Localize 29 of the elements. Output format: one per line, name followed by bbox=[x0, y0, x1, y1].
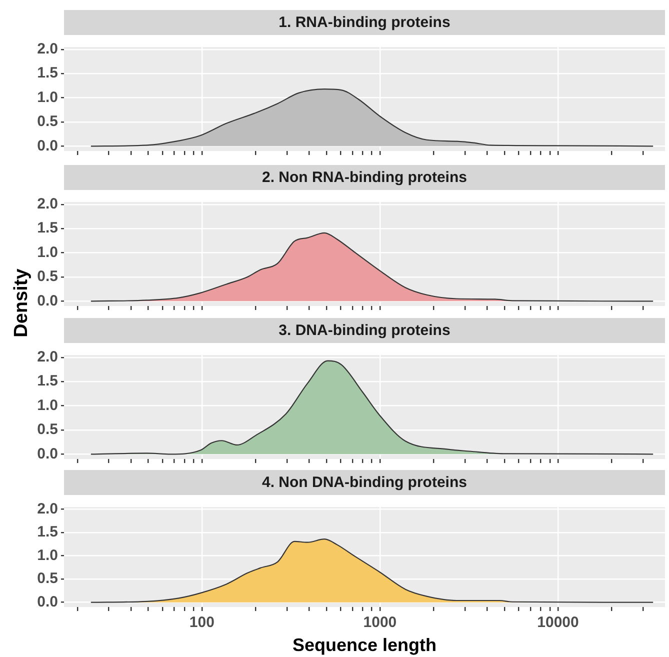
x-axis-title: Sequence length bbox=[291, 635, 438, 655]
y-tick-label: 0.0 bbox=[37, 137, 58, 154]
y-tick-label: 2.0 bbox=[37, 500, 58, 518]
y-tick-label: 1.0 bbox=[37, 396, 58, 414]
y-tick-label: 1.0 bbox=[37, 88, 58, 106]
y-tick-label: 2.0 bbox=[37, 348, 58, 366]
y-tick-label: 0.5 bbox=[37, 570, 58, 588]
y-tick-label: 0.5 bbox=[37, 113, 58, 130]
y-tick-label: 1.5 bbox=[37, 64, 58, 82]
y-tick-label: 1.5 bbox=[37, 220, 58, 237]
y-tick-label: 0.0 bbox=[37, 593, 58, 610]
y-tick-label: 0.0 bbox=[37, 292, 58, 310]
y-tick-label: 1.0 bbox=[37, 546, 58, 564]
y-axis-title: Density bbox=[11, 268, 33, 340]
y-tick-label: 0.5 bbox=[37, 268, 58, 286]
y-tick-label: 1.0 bbox=[37, 244, 58, 261]
y-tick-label: 2.0 bbox=[37, 196, 58, 213]
x-tick-label: 10000 bbox=[537, 614, 579, 632]
y-tick-label: 0.0 bbox=[37, 445, 58, 462]
chart-title: 2. Non RNA-binding proteins bbox=[64, 165, 665, 190]
y-tick-label: 0.5 bbox=[37, 421, 58, 438]
chart-title: 4. Non DNA-binding proteins bbox=[64, 470, 665, 495]
x-tick-label: 100 bbox=[189, 614, 214, 632]
x-tick-label: 1000 bbox=[363, 614, 397, 632]
y-tick-label: 2.0 bbox=[37, 40, 58, 58]
chart-title: 1. RNA-binding proteins bbox=[64, 10, 665, 35]
y-tick-label: 1.5 bbox=[37, 372, 58, 390]
y-tick-label: 1.5 bbox=[37, 524, 58, 541]
chart-title: 3. DNA-binding proteins bbox=[64, 318, 665, 343]
